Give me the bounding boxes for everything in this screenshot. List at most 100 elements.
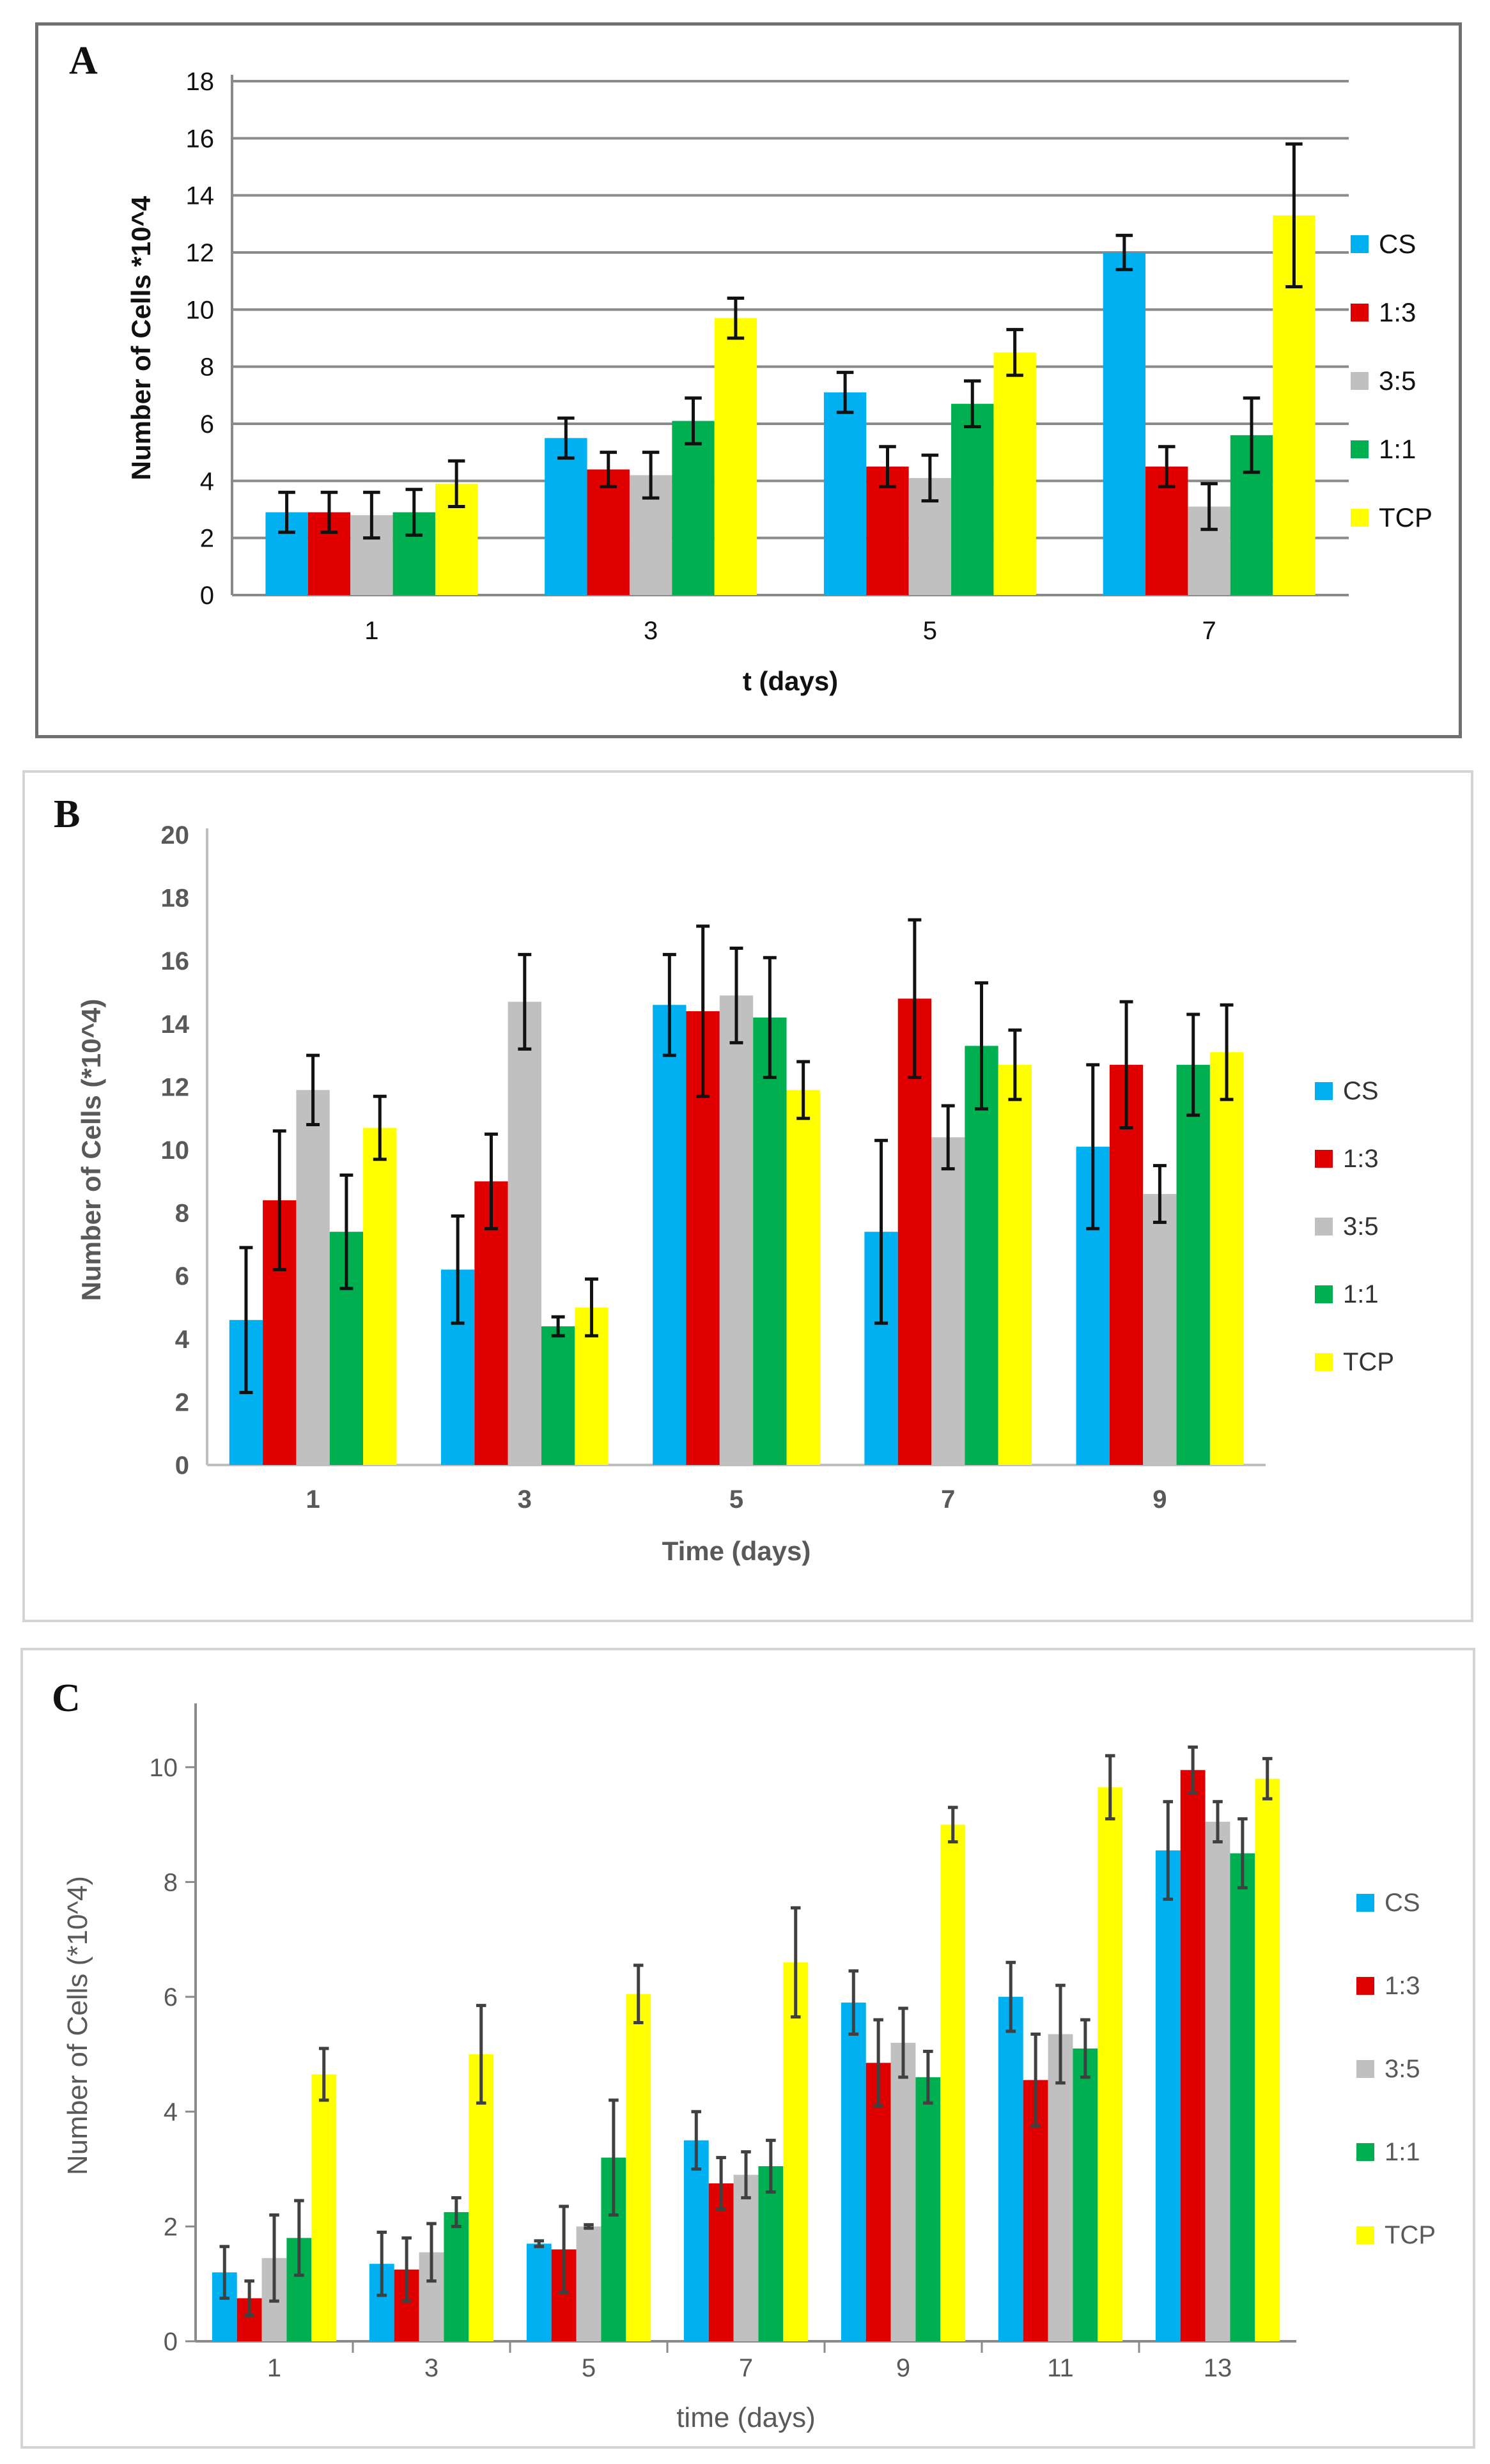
y-tick-label: 0	[175, 1452, 189, 1480]
legend-swatch	[1351, 440, 1369, 458]
legend-label: 1:1	[1343, 1280, 1379, 1308]
error-bar	[1006, 328, 1023, 377]
error-bar	[451, 1214, 465, 1325]
error-bar	[1186, 1012, 1200, 1117]
bar-TCP-day-13	[1255, 1778, 1280, 2341]
x-tick-label: 1	[364, 617, 378, 645]
error-bar	[848, 1969, 859, 2036]
bar-TCP-day-1	[311, 2074, 337, 2341]
error-bar	[1238, 1817, 1248, 1889]
bar-3-5-day-9	[1143, 1194, 1177, 1465]
bar-3-5-day-13	[1205, 1822, 1230, 2341]
error-bar	[306, 1053, 320, 1127]
error-bar	[239, 1246, 253, 1395]
y-tick-label: 2	[175, 1388, 189, 1416]
error-bar	[405, 488, 423, 537]
legend-label: CS	[1385, 1889, 1420, 1917]
error-bar	[559, 2204, 569, 2295]
bar-TCP-day-5	[993, 352, 1036, 595]
legend-label: CS	[1343, 1077, 1379, 1105]
legend-swatch	[1315, 1353, 1333, 1371]
bar-1-1-day-7	[758, 2166, 784, 2341]
bar-CS-day-5	[526, 2243, 552, 2341]
error-bar	[1119, 1000, 1133, 1129]
error-bar	[518, 952, 532, 1051]
y-tick-label: 10	[161, 1136, 190, 1165]
legend-label: 1:3	[1343, 1145, 1379, 1173]
legend-label: TCP	[1343, 1348, 1394, 1376]
bar-CS-day-11	[998, 1997, 1023, 2341]
panel-c: C 0 2 4 6 8 10 1 3 5 7 9 11 13 time (days) Number of C…	[20, 1648, 1475, 2449]
bar-3-5-day-7	[733, 2174, 759, 2341]
legend-label: TCP	[1379, 502, 1432, 532]
error-bar	[318, 2047, 329, 2102]
error-bar	[1158, 445, 1176, 488]
y-tick-label: 14	[161, 1011, 190, 1039]
legend-label: 1:3	[1385, 1972, 1420, 2000]
legend-swatch	[1351, 235, 1369, 253]
error-bar	[269, 2213, 279, 2303]
bar-TCP-day-3	[714, 318, 757, 595]
error-bar	[401, 2236, 412, 2303]
bar-TCP-day-9	[940, 1824, 966, 2341]
error-bar	[244, 2279, 254, 2318]
y-tick-label: 8	[164, 1868, 178, 1896]
error-bar	[426, 2222, 437, 2283]
legend-label: TCP	[1385, 2221, 1436, 2249]
legend-swatch	[1356, 2060, 1374, 2078]
x-tick-label: 7	[941, 1485, 955, 1514]
error-bar	[963, 379, 981, 428]
y-tick-label: 12	[161, 1073, 190, 1101]
error-bar	[485, 1132, 498, 1230]
legend-label: 1:1	[1379, 434, 1416, 464]
legend-swatch	[1356, 2143, 1374, 2161]
legend-swatch	[1356, 2226, 1374, 2244]
error-bar	[898, 2006, 908, 2079]
y-tick-label: 6	[175, 1262, 189, 1290]
y-tick-label: 0	[200, 582, 214, 610]
bar-1-1-day-9	[1176, 1064, 1210, 1465]
x-axis-label: Time (days)	[662, 1536, 811, 1566]
y-tick-label: 2	[200, 525, 214, 553]
error-bar	[1030, 2032, 1041, 2128]
error-bar	[727, 296, 745, 340]
error-bar	[557, 416, 575, 460]
bar-1-3-day-3	[587, 469, 630, 595]
bar-CS-day-3	[545, 438, 587, 595]
error-bar	[975, 981, 988, 1111]
bar-3-5-day-11	[1048, 2034, 1073, 2341]
y-tick-label: 8	[175, 1200, 189, 1228]
bar-3-5-day-3	[508, 1002, 541, 1465]
y-tick-label: 16	[161, 947, 190, 975]
error-bar	[1115, 233, 1133, 272]
y-tick-label: 4	[164, 2098, 178, 2127]
y-axis-label: Number of Cells (*10^4)	[76, 999, 106, 1301]
error-bar	[662, 952, 676, 1057]
error-bar	[836, 371, 854, 414]
error-bar	[600, 451, 617, 488]
error-bar	[551, 1315, 565, 1338]
bar-1-1-day-3	[672, 421, 715, 595]
error-bar	[609, 2098, 619, 2217]
bar-3-5-day-7	[931, 1137, 965, 1465]
error-bar	[1086, 1063, 1100, 1230]
x-tick-label: 9	[896, 2354, 910, 2382]
error-bar	[584, 2223, 594, 2230]
x-tick-label: 5	[729, 1485, 743, 1514]
panel-b: B 0 2 4 6 8 10 12 14 16 18 20 1 3 5 7 9 Time (days) Numbe…	[22, 770, 1473, 1622]
y-tick-label: 20	[161, 821, 190, 849]
chart-a: 0 2 4 6 8 10 12 14 16 18 1 3 5 7 t (days) Number of Cel…	[126, 68, 1349, 696]
error-bar	[1105, 1754, 1115, 1821]
y-tick-label: 10	[186, 296, 215, 324]
error-bar	[947, 1806, 958, 1844]
error-bar	[1080, 2018, 1090, 2079]
bar-1-1-day-3	[541, 1326, 575, 1465]
bar-CS-day-13	[1155, 1850, 1181, 2341]
y-tick-label: 14	[186, 182, 215, 210]
bar-CS-day-7	[1103, 252, 1146, 595]
error-bar	[1188, 1745, 1198, 1795]
y-tick-label: 12	[186, 239, 215, 267]
y-tick-label: 0	[164, 2328, 178, 2356]
error-bar	[476, 2004, 486, 2105]
